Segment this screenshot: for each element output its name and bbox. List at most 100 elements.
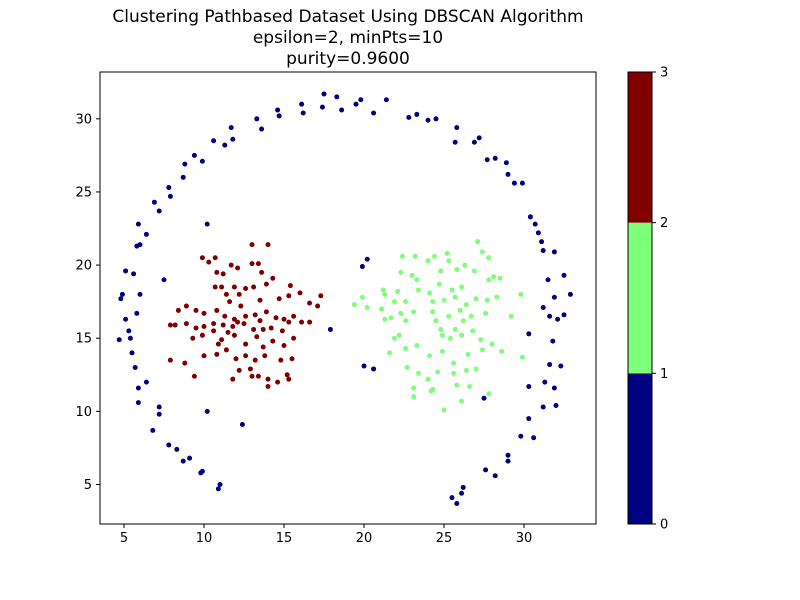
point-cluster-3-86	[255, 373, 261, 379]
point-cluster-2-10	[403, 299, 409, 305]
point-cluster-1-35	[561, 312, 567, 318]
point-cluster-2-35	[427, 290, 433, 296]
point-cluster-1-0	[321, 91, 327, 97]
point-cluster-1-32	[540, 305, 546, 311]
point-cluster-1-65	[222, 142, 228, 148]
point-cluster-1-102	[199, 468, 205, 474]
chart-title-line-1: Clustering Pathbased Dataset Using DBSCA…	[112, 7, 583, 27]
point-cluster-1-53	[459, 490, 465, 496]
point-cluster-1-60	[300, 110, 306, 116]
point-cluster-3-47	[193, 325, 199, 331]
point-cluster-3-2	[214, 269, 220, 275]
point-cluster-1-33	[547, 313, 553, 319]
point-cluster-3-12	[212, 284, 218, 290]
point-cluster-1-74	[156, 208, 162, 214]
point-cluster-2-24	[462, 262, 468, 268]
point-cluster-2-40	[452, 294, 458, 300]
point-cluster-1-27	[551, 249, 557, 255]
point-cluster-3-61	[199, 332, 205, 338]
point-cluster-1-59	[299, 101, 305, 107]
point-cluster-3-11	[259, 269, 265, 275]
point-cluster-2-20	[444, 250, 450, 256]
point-cluster-2-50	[433, 318, 439, 324]
point-cluster-2-65	[414, 343, 420, 349]
point-cluster-3-15	[227, 299, 233, 305]
point-cluster-3-88	[275, 379, 281, 385]
point-cluster-3-28	[318, 293, 324, 299]
point-cluster-2-62	[451, 360, 457, 366]
point-cluster-1-23	[532, 221, 538, 227]
point-cluster-3-27	[307, 300, 313, 306]
point-cluster-1-87	[127, 335, 133, 341]
point-cluster-3-7	[249, 242, 255, 248]
point-cluster-1-57	[275, 107, 281, 113]
point-cluster-2-1	[359, 294, 365, 300]
point-cluster-1-103	[217, 482, 223, 487]
point-cluster-2-15	[398, 269, 404, 275]
point-cluster-3-53	[241, 321, 247, 327]
point-cluster-3-18	[243, 285, 249, 291]
point-cluster-3-79	[289, 356, 295, 362]
x-tick-label-2: 15	[276, 531, 293, 546]
point-cluster-1-69	[182, 161, 188, 167]
point-cluster-3-42	[307, 319, 313, 325]
point-cluster-1-91	[143, 379, 149, 385]
point-cluster-3-38	[263, 309, 269, 315]
point-cluster-3-43	[315, 303, 321, 309]
point-cluster-1-110	[361, 363, 367, 369]
point-cluster-2-84	[467, 384, 473, 389]
point-cluster-3-65	[243, 341, 249, 347]
point-cluster-3-62	[211, 328, 217, 334]
point-cluster-1-3	[339, 107, 345, 113]
point-cluster-3-24	[286, 293, 292, 299]
point-cluster-3-44	[167, 322, 173, 328]
point-cluster-2-75	[454, 382, 460, 388]
point-cluster-3-72	[214, 351, 220, 357]
point-cluster-3-63	[219, 337, 225, 343]
point-cluster-2-30	[486, 277, 492, 283]
point-cluster-1-22	[527, 214, 533, 220]
point-cluster-2-41	[463, 302, 469, 308]
point-cluster-3-1	[206, 259, 212, 265]
point-cluster-2-37	[414, 277, 420, 283]
point-cluster-3-95	[257, 318, 263, 324]
point-cluster-3-59	[299, 319, 305, 325]
point-cluster-3-66	[254, 334, 260, 340]
point-cluster-3-78	[278, 357, 284, 363]
point-cluster-2-63	[439, 348, 445, 354]
point-cluster-2-60	[479, 347, 485, 353]
point-cluster-1-5	[358, 97, 364, 103]
point-cluster-3-51	[230, 324, 236, 330]
point-cluster-2-49	[446, 313, 452, 319]
point-cluster-1-86	[126, 328, 132, 334]
colorbar-bands	[628, 72, 652, 524]
point-cluster-3-0	[199, 255, 205, 261]
point-cluster-3-4	[220, 271, 226, 277]
point-cluster-1-31	[551, 294, 557, 300]
point-cluster-1-75	[143, 231, 149, 237]
point-cluster-2-56	[489, 341, 495, 347]
point-cluster-3-82	[191, 373, 197, 379]
point-cluster-1-93	[135, 400, 141, 406]
point-cluster-3-50	[220, 322, 226, 328]
point-cluster-3-76	[252, 357, 258, 363]
point-cluster-1-79	[118, 296, 124, 302]
point-cluster-1-90	[132, 364, 138, 370]
point-cluster-3-33	[214, 307, 220, 313]
point-cluster-2-38	[430, 299, 436, 305]
point-cluster-1-50	[483, 467, 489, 473]
point-cluster-1-37	[550, 338, 556, 344]
point-cluster-1-18	[503, 160, 509, 166]
point-cluster-3-13	[219, 284, 225, 290]
point-cluster-1-25	[539, 239, 545, 245]
point-cluster-3-74	[233, 356, 239, 362]
point-cluster-2-44	[494, 294, 500, 300]
point-cluster-3-19	[251, 284, 257, 290]
point-cluster-1-58	[276, 113, 282, 119]
point-cluster-1-80	[123, 268, 129, 274]
point-cluster-3-91	[265, 384, 271, 389]
point-cluster-3-45	[172, 322, 178, 328]
colorbar-band-2	[628, 72, 652, 223]
point-cluster-2-3	[380, 287, 386, 293]
point-cluster-1-19	[505, 171, 511, 177]
